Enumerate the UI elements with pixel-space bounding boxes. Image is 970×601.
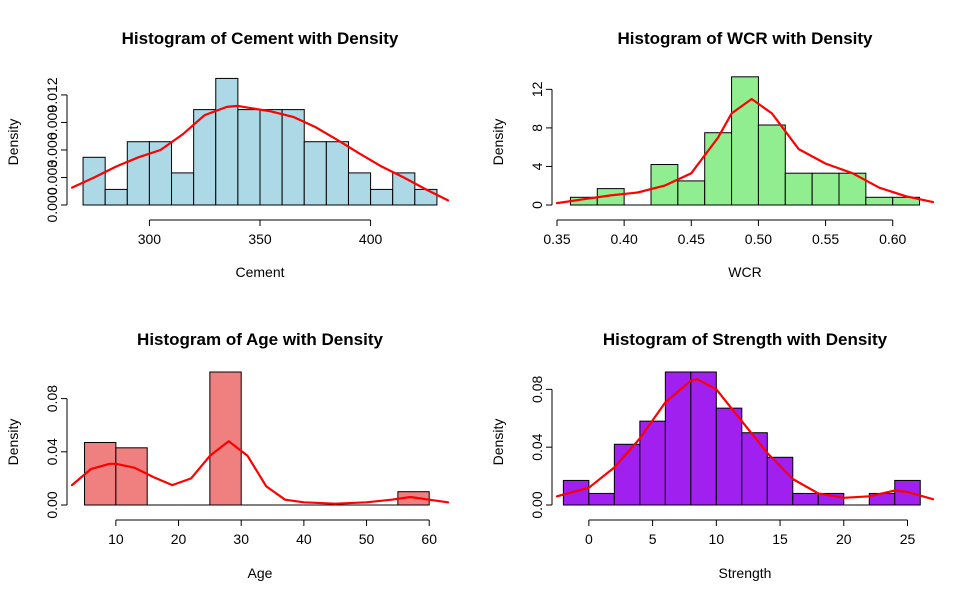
y-tick-label: 8 — [529, 124, 545, 132]
y-tick-label: 0.012 — [44, 77, 60, 112]
histogram-bar — [370, 188, 394, 206]
x-tick-label: 350 — [248, 231, 272, 247]
y-tick-label: 0.003 — [44, 160, 60, 195]
y-axis-label: Density — [5, 119, 21, 166]
histogram-bar — [237, 109, 261, 206]
x-tick-label: 0.55 — [812, 231, 839, 247]
histogram-bar — [817, 492, 845, 506]
y-tick-label: 0.04 — [529, 433, 545, 460]
y-tick-label: 0.04 — [44, 438, 60, 465]
histogram-bar — [704, 132, 733, 206]
x-axis-label: Age — [248, 565, 273, 581]
y-tick-label: 4 — [529, 162, 545, 170]
histogram-bar — [792, 492, 819, 506]
histogram-bar — [865, 196, 894, 206]
y-axis-label: Density — [5, 419, 21, 466]
histogram-bar — [209, 371, 242, 506]
strength-histogram-panel: Histogram of Strength with Density Stren… — [490, 330, 935, 581]
chart-title: Histogram of Age with Density — [137, 330, 383, 349]
histogram-bar — [126, 141, 150, 206]
chart-title: Histogram of Cement with Density — [122, 29, 399, 48]
histogram-bar — [104, 188, 128, 206]
x-tick-label: 20 — [171, 531, 187, 547]
x-tick-label: 5 — [649, 531, 657, 547]
histogram-bar — [639, 420, 666, 506]
x-axis-label: Strength — [719, 565, 772, 581]
histogram-bar — [347, 172, 372, 206]
y-axis-label: Density — [490, 419, 506, 466]
histogram-bar — [811, 172, 840, 206]
histogram-bar — [664, 371, 692, 506]
histogram-bar — [757, 124, 786, 206]
histogram-bar — [281, 109, 305, 206]
x-tick-label: 60 — [421, 531, 437, 547]
chart-title: Histogram of Strength with Density — [603, 330, 888, 349]
x-tick-label: 10 — [108, 531, 124, 547]
x-axis-label: Cement — [235, 264, 284, 280]
histogram-bar — [414, 188, 438, 206]
x-tick-label: 50 — [359, 531, 375, 547]
cement-histogram-panel: Histogram of Cement with Density Cement … — [5, 29, 450, 280]
density-curve — [555, 97, 935, 205]
y-tick-label: 0.009 — [44, 105, 60, 140]
histogram-bar — [171, 172, 195, 206]
histogram-bar — [741, 432, 768, 506]
y-tick-label: 0.08 — [529, 376, 545, 403]
x-tick-label: 25 — [900, 531, 916, 547]
x-tick-label: 20 — [836, 531, 852, 547]
age-histogram-panel: Histogram of Age with Density Age Densit… — [5, 330, 450, 581]
y-tick-label: 0.000 — [44, 187, 60, 222]
x-tick-label: 30 — [233, 531, 249, 547]
x-axis-label: WCR — [728, 264, 761, 280]
histogram-bar — [677, 180, 706, 206]
histogram-bar — [303, 141, 327, 206]
histogram-bar — [588, 492, 615, 506]
histogram-bar — [148, 141, 173, 206]
histogram-bar — [715, 407, 743, 506]
density-curve — [555, 378, 935, 501]
wcr-histogram-panel: Histogram of WCR with Density WCR Densit… — [490, 29, 935, 280]
density-curve — [70, 104, 450, 202]
y-tick-label: 0.08 — [44, 385, 60, 412]
histogram-bar — [115, 447, 148, 506]
y-tick-label: 0 — [529, 201, 545, 209]
histogram-bar — [325, 141, 349, 206]
y-axis-label: Density — [490, 119, 506, 166]
x-tick-label: 0.45 — [678, 231, 705, 247]
y-tick-label: 0.006 — [44, 132, 60, 167]
histogram-bar — [690, 371, 717, 506]
chart-title: Histogram of WCR with Density — [617, 29, 873, 48]
density-curve — [70, 440, 450, 505]
y-tick-label: 12 — [529, 81, 545, 97]
x-tick-label: 10 — [709, 531, 725, 547]
histogram-bar — [193, 109, 217, 206]
histogram-bar — [731, 76, 759, 206]
x-tick-label: 0 — [585, 531, 593, 547]
histogram-bar — [259, 109, 283, 206]
y-tick-label: 0.00 — [44, 491, 60, 518]
x-tick-label: 0.40 — [611, 231, 638, 247]
x-tick-label: 0.50 — [745, 231, 772, 247]
histogram-bar — [215, 77, 239, 206]
x-tick-label: 15 — [772, 531, 788, 547]
x-tick-label: 0.60 — [879, 231, 906, 247]
x-tick-label: 300 — [138, 231, 162, 247]
y-tick-label: 0.00 — [529, 491, 545, 518]
x-tick-label: 40 — [296, 531, 312, 547]
x-tick-label: 400 — [359, 231, 383, 247]
histogram-bar — [82, 156, 106, 206]
histogram-bar — [784, 172, 813, 206]
x-tick-label: 0.35 — [543, 231, 570, 247]
histogram-bar — [84, 441, 117, 506]
